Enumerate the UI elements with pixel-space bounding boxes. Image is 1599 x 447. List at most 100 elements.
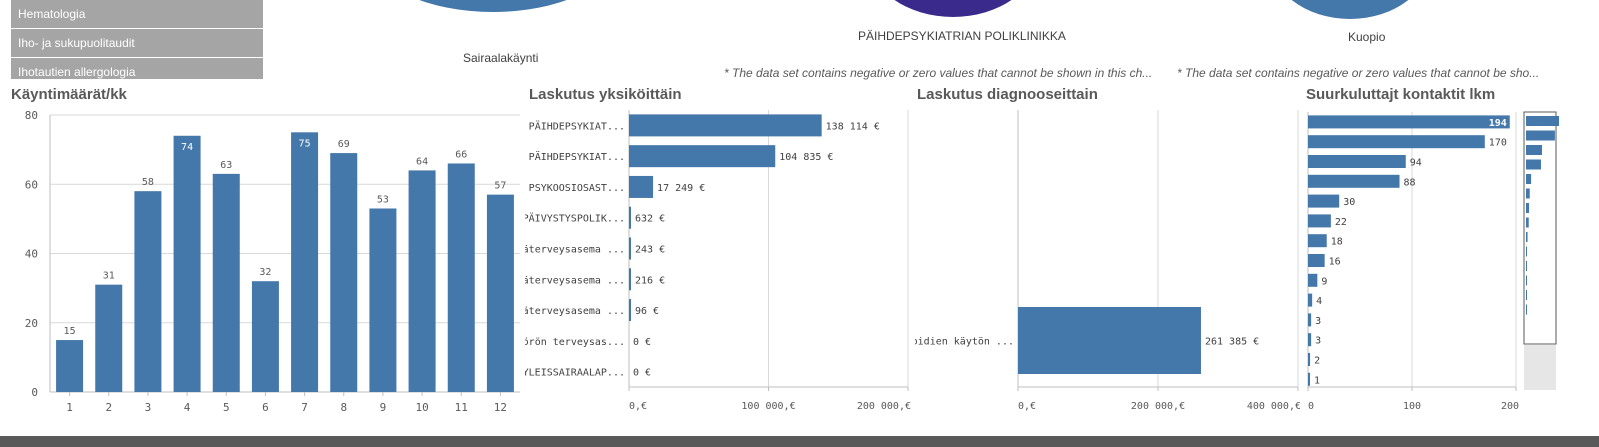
data-label: 194 (1489, 118, 1507, 129)
bar-patient[interactable] (1308, 273, 1318, 287)
bar-month[interactable] (212, 173, 240, 392)
data-label: 57 (494, 181, 506, 192)
data-label: 69 (338, 139, 350, 150)
bar-patient[interactable] (1308, 372, 1310, 386)
bar-patient[interactable] (1308, 313, 1312, 327)
pie-chart-3[interactable] (1268, 0, 1432, 19)
filter-list: Hematologia Iho- ja sukupuolitaudit Ihot… (11, 0, 263, 79)
bar-month[interactable] (369, 208, 397, 392)
bar-month[interactable] (173, 135, 201, 392)
bar-patient[interactable] (1308, 194, 1340, 208)
bar-patient[interactable] (1308, 234, 1327, 248)
bar-patient[interactable] (1308, 353, 1311, 366)
data-label: 170 (1489, 138, 1507, 149)
data-label: 4 (1316, 296, 1322, 307)
bar-mini-navigator[interactable] (1526, 188, 1530, 199)
data-label: 15 (64, 326, 76, 337)
bar-mini-navigator[interactable] (1526, 261, 1527, 271)
bar-mini-navigator[interactable] (1526, 174, 1532, 184)
list-item[interactable]: Hematologia (11, 0, 263, 28)
pie-charts-area (373, 0, 1432, 19)
data-label: 66 (455, 149, 467, 160)
bar-month[interactable] (95, 284, 123, 392)
bar-patient[interactable] (1308, 293, 1313, 307)
x-tick-label: 9 (380, 401, 387, 414)
chart-title-visits: Käyntimäärät/kk (11, 86, 127, 103)
bar-month[interactable] (251, 281, 279, 392)
list-item[interactable]: Iho- ja sukupuolitaudit (11, 29, 263, 57)
bar-mini-navigator[interactable] (1526, 159, 1541, 170)
bar-unit[interactable] (629, 299, 631, 322)
x-tick-label: 10 (415, 401, 428, 414)
bar-month[interactable] (330, 153, 358, 392)
y-tick-label: 80 (25, 109, 38, 122)
bar-patient[interactable] (1308, 333, 1312, 347)
x-tick-label: 4 (184, 401, 191, 414)
x-tick-label: 200 000,€ (1131, 401, 1185, 412)
bar-unit[interactable] (629, 268, 631, 291)
warning-note-2: * The data set contains negative or zero… (1177, 66, 1540, 80)
bar-mini-navigator[interactable] (1526, 275, 1527, 286)
bar-unit[interactable] (629, 145, 776, 168)
visits-bar-chart: 0 20 40 60 80 1 15 2 31 3 58 4 74 5 63 6 32 7 75 8 69 9 53 10 64… (25, 109, 520, 414)
pie-chart-1[interactable] (373, 0, 613, 12)
x-tick-label: 8 (340, 401, 347, 414)
data-label: 63 (220, 160, 232, 171)
x-tick-label: 7 (301, 401, 308, 414)
x-tick-label: 12 (494, 401, 507, 414)
bar-mini-navigator[interactable] (1526, 217, 1529, 228)
chart-title-billing-units: Laskutus yksiköittäin (529, 86, 682, 103)
bar-mini-navigator[interactable] (1526, 304, 1527, 315)
data-label: 261 385 € (1205, 337, 1259, 348)
bar-month[interactable] (447, 163, 475, 392)
bar-month[interactable] (291, 132, 319, 392)
bar-unit[interactable] (629, 114, 822, 137)
y-tick-label: 20 (25, 317, 38, 330)
bar-mini-navigator[interactable] (1526, 246, 1527, 257)
data-label: 53 (377, 194, 389, 205)
bar-mini-navigator[interactable] (1526, 145, 1542, 155)
bar-unit[interactable] (629, 237, 631, 260)
category-label: Pääterveysasema ... (525, 275, 625, 286)
y-tick-label: 60 (25, 178, 38, 191)
bar-month[interactable] (56, 340, 84, 392)
bar-patient[interactable] (1308, 174, 1400, 188)
category-label: Pyörön terveysas... (525, 337, 625, 348)
bar-mini-navigator[interactable] (1526, 116, 1559, 126)
data-label: 104 835 € (779, 152, 833, 163)
bottom-bar (0, 436, 1599, 447)
data-label: 9 (1321, 276, 1327, 287)
data-label: 3 (1315, 316, 1321, 327)
list-item[interactable]: Ihotautien allergologia (11, 58, 263, 79)
pie-label-2: PÄIHDEPSYKIATRIAN POLIKLINIKKA (858, 29, 1066, 43)
chart-title-heavy-users: Suurkuluttajt kontaktit lkm (1306, 86, 1496, 103)
data-label: 216 € (635, 275, 665, 286)
y-tick-label: 0 (31, 386, 38, 399)
pie-chart-2[interactable] (868, 0, 1038, 17)
data-label: 74 (181, 142, 193, 153)
bar-patient[interactable] (1308, 214, 1331, 228)
x-tick-label: 3 (145, 401, 152, 414)
bar-patient[interactable] (1308, 135, 1485, 149)
data-label: 16 (1329, 257, 1341, 268)
category-label: Pääterveysasema ... (525, 306, 625, 317)
data-label: 18 (1331, 237, 1343, 248)
bar-patient[interactable] (1308, 115, 1510, 129)
bar-patient[interactable] (1308, 155, 1406, 168)
bar-mini-navigator[interactable] (1526, 290, 1527, 300)
category-label: PSYKOOSIOSAST... (529, 183, 625, 194)
bar-mini-navigator[interactable] (1526, 130, 1555, 141)
bar-mini-navigator[interactable] (1526, 203, 1530, 213)
data-label: 75 (299, 138, 311, 149)
bar-diagnosis[interactable] (1018, 307, 1201, 374)
data-label: 3 (1315, 336, 1321, 347)
bar-mini-navigator[interactable] (1526, 232, 1528, 242)
x-tick-label: 1 (66, 401, 73, 414)
bar-unit[interactable] (629, 175, 654, 198)
bar-unit[interactable] (629, 206, 631, 229)
category-label: PÄIHDEPSYKIAT... (529, 119, 625, 132)
bar-month[interactable] (486, 194, 514, 392)
bar-month[interactable] (134, 191, 162, 392)
bar-patient[interactable] (1308, 254, 1325, 267)
bar-month[interactable] (408, 170, 436, 392)
